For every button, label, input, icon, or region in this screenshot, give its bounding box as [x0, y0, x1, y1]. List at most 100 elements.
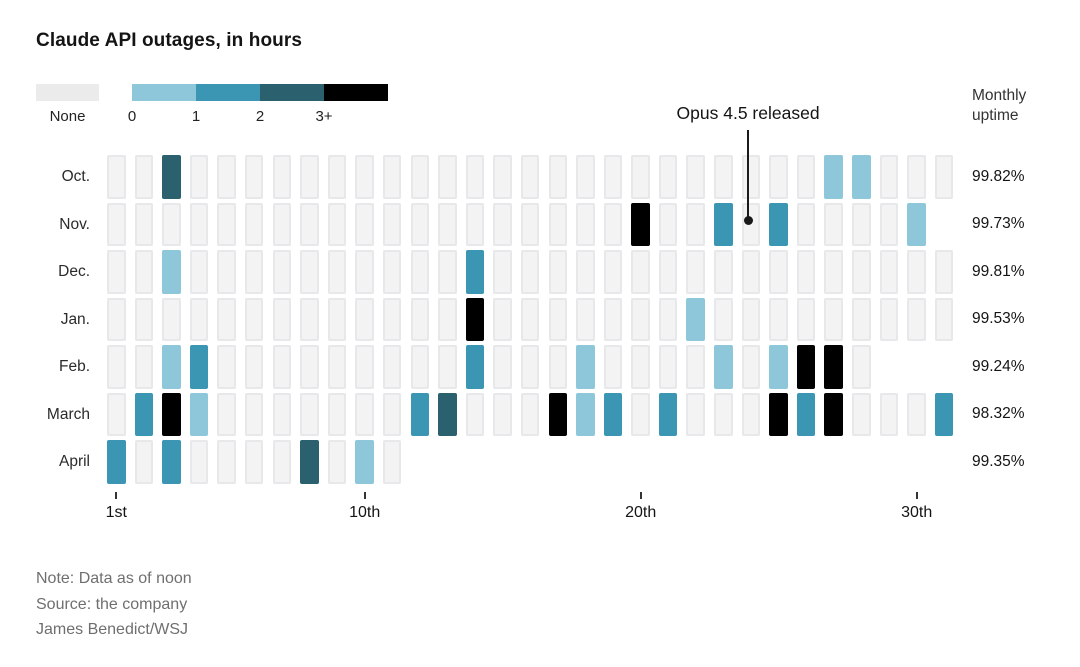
month-label: Feb.	[58, 358, 90, 375]
day-cell	[686, 250, 705, 294]
day-cell	[686, 345, 705, 389]
day-cell	[769, 297, 788, 341]
day-cell	[493, 202, 512, 246]
day-cells	[107, 440, 411, 484]
day-cell	[465, 155, 485, 199]
day-cell	[300, 155, 319, 199]
day-cell	[217, 345, 236, 389]
day-cell	[189, 297, 209, 341]
annotation-label: Opus 4.5 released	[676, 103, 820, 123]
day-cell	[300, 250, 319, 294]
axis-tick	[915, 492, 918, 499]
day-cell	[796, 155, 816, 199]
day-cell	[217, 440, 236, 484]
day-cell	[244, 345, 264, 389]
day-cell	[244, 155, 264, 199]
day-cell	[907, 202, 926, 246]
day-cell	[189, 250, 209, 294]
day-cell	[438, 297, 457, 341]
day-cell	[244, 202, 264, 246]
day-cell	[327, 250, 347, 294]
day-cell	[603, 155, 623, 199]
day-cell	[134, 345, 154, 389]
day-cell	[824, 250, 843, 294]
day-cells	[107, 392, 962, 436]
day-cell	[107, 155, 126, 199]
day-cell	[355, 345, 374, 389]
legend-bucket-label: 0	[127, 108, 137, 125]
day-cell	[272, 297, 292, 341]
day-cell	[576, 250, 595, 294]
day-cell	[603, 250, 623, 294]
uptime-value: 99.53%	[972, 310, 1025, 328]
legend-none-swatch	[36, 84, 99, 101]
legend-bucket-label: 1	[191, 108, 201, 125]
day-cell	[686, 155, 705, 199]
day-cell	[355, 297, 374, 341]
uptime-value: 99.24%	[972, 357, 1025, 375]
day-cell	[493, 297, 512, 341]
day-cell	[134, 202, 154, 246]
day-cell	[576, 345, 595, 389]
day-cell	[824, 155, 843, 199]
day-cell	[162, 250, 181, 294]
day-cell	[796, 297, 816, 341]
axis-tick-label: 10th	[349, 504, 381, 521]
day-cell	[769, 250, 788, 294]
uptime-column-header: Monthly uptime	[972, 86, 1026, 126]
footnote-line: Note: Data as of noon	[36, 570, 192, 587]
day-cell	[465, 345, 485, 389]
day-cell	[382, 392, 402, 436]
heatmap-row-nov: Nov. 99.73%	[0, 202, 1080, 251]
day-cell	[741, 155, 761, 199]
day-cell	[520, 202, 540, 246]
day-cell	[907, 392, 926, 436]
day-cell	[576, 202, 595, 246]
day-cells	[107, 202, 935, 246]
month-label: Oct.	[61, 168, 90, 185]
day-cell	[520, 297, 540, 341]
day-cell	[327, 440, 347, 484]
day-cell	[300, 345, 319, 389]
day-cell	[355, 392, 374, 436]
day-cell	[244, 392, 264, 436]
day-cell	[493, 155, 512, 199]
day-cell	[879, 155, 899, 199]
day-cell	[162, 202, 181, 246]
day-cell	[162, 440, 181, 484]
day-cell	[520, 250, 540, 294]
day-cell	[714, 250, 733, 294]
day-cell	[907, 250, 926, 294]
day-cell	[769, 345, 788, 389]
uptime-value: 98.32%	[972, 405, 1025, 423]
day-cell	[852, 202, 871, 246]
day-cell	[741, 297, 761, 341]
day-cell	[272, 202, 292, 246]
day-cell	[493, 250, 512, 294]
month-label: Nov.	[59, 215, 90, 233]
day-cell	[658, 392, 678, 436]
day-cell	[410, 345, 430, 389]
day-cell	[852, 250, 871, 294]
day-cell	[217, 202, 236, 246]
day-cell	[327, 345, 347, 389]
day-cell	[327, 392, 347, 436]
day-cell	[300, 440, 319, 484]
axis-tick	[639, 492, 642, 499]
day-cell	[217, 392, 236, 436]
day-cell	[272, 345, 292, 389]
day-cell	[907, 155, 926, 199]
day-cell	[355, 250, 374, 294]
day-cells	[107, 297, 962, 341]
day-cell	[548, 250, 567, 294]
day-cell	[631, 345, 650, 389]
day-cell	[272, 440, 292, 484]
axis-tick-label: 30th	[901, 504, 933, 521]
axis-tick	[115, 492, 118, 499]
day-cell	[631, 202, 650, 246]
heatmap-row-oct: Oct. 99.82%	[0, 155, 1080, 203]
day-cell	[741, 250, 761, 294]
day-cell	[107, 392, 126, 436]
day-cell	[714, 155, 733, 199]
day-cell	[382, 202, 402, 246]
